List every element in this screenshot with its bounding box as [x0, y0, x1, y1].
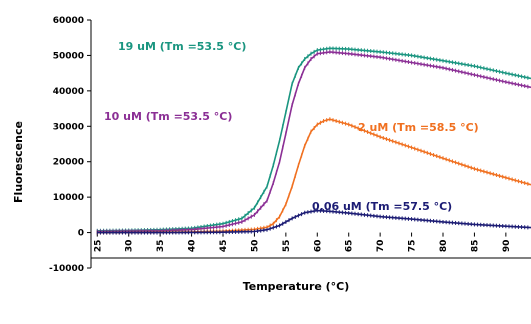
annotations: 19 uM (Tm =53.5 °C) 10 uM (Tm =53.5 °C) … — [104, 40, 479, 213]
x-tick-label: 60 — [313, 240, 323, 253]
y-tick-label: 60000 — [53, 16, 84, 26]
annotation-10um: 10 uM (Tm =53.5 °C) — [104, 110, 232, 123]
x-tick-label: 50 — [250, 240, 260, 253]
x-tick-label: 30 — [125, 240, 135, 253]
series-2 — [96, 117, 531, 235]
annotation-006um: 0.06 uM (Tm =57.5 °C) — [312, 200, 452, 213]
series-3 — [96, 208, 531, 235]
x-tick-label: 45 — [219, 240, 229, 253]
x-tick-label: 40 — [188, 240, 198, 253]
series-layer — [96, 46, 531, 235]
x-axis-title: Temperature (°C) — [243, 280, 350, 293]
annotation-19um: 19 uM (Tm =53.5 °C) — [118, 40, 246, 53]
x-tick-label: 55 — [282, 240, 292, 253]
annotation-2um: 2 uM (Tm =58.5 °C) — [358, 121, 479, 134]
x-ticks: 25 30 35 40 45 50 55 60 65 70 75 80 85 90 — [93, 232, 512, 253]
y-tick-label: 10000 — [53, 193, 84, 203]
x-tick-label: 85 — [470, 240, 480, 253]
y-tick-label: 20000 — [53, 158, 84, 168]
x-tick-label: 75 — [408, 240, 418, 253]
series-0 — [96, 46, 531, 233]
y-tick-label: 0 — [78, 229, 84, 239]
y-tick-label: 50000 — [53, 51, 84, 61]
x-tick-label: 25 — [93, 240, 103, 253]
x-tick-label: 90 — [502, 240, 512, 253]
y-tick-label: -10000 — [49, 264, 84, 274]
y-tick-label: 30000 — [53, 122, 84, 132]
y-axis-title: Fluorescence — [12, 121, 25, 203]
y-tick-label: 40000 — [53, 87, 84, 97]
x-tick-label: 65 — [345, 240, 355, 253]
y-ticks: -10000 0 10000 20000 30000 40000 50000 60000 — [49, 16, 91, 274]
x-tick-label: 80 — [439, 240, 449, 253]
x-tick-label: 35 — [156, 240, 166, 253]
x-tick-label: 70 — [376, 240, 386, 253]
axes — [90, 20, 531, 268]
series-line — [97, 118, 531, 234]
